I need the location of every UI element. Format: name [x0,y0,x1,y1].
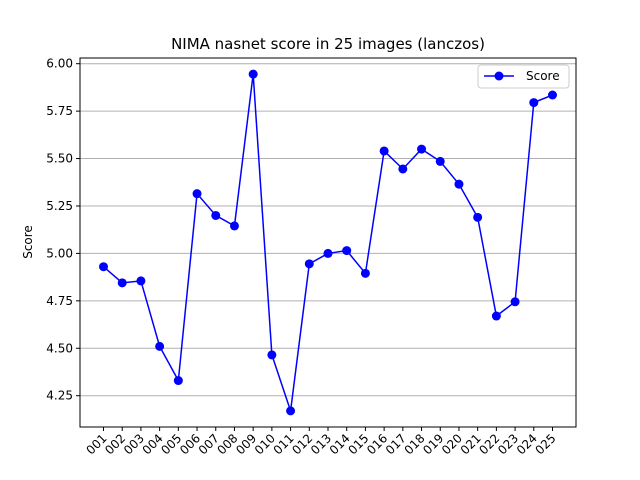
data-point [360,268,370,278]
data-point [473,212,483,222]
data-point [454,179,464,189]
data-point [99,262,108,272]
data-point [192,189,202,199]
y-tick-label: 5.00 [46,246,73,260]
data-point [286,406,296,416]
chart-title: NIMA nasnet score in 25 images (lanczos) [171,35,485,53]
series-layer [99,69,557,416]
data-point [267,350,277,360]
y-axis-ticks: 4.25 4.50 4.75 5.00 5.25 5.50 5.75 6.00 [46,57,80,403]
y-axis-label: Score [21,225,35,259]
y-tick-label: 5.50 [46,152,73,166]
legend-label: Score [526,69,560,83]
data-point [529,98,539,108]
y-tick-label: 5.25 [46,199,73,213]
data-point [548,90,557,100]
y-tick-label: 4.50 [46,341,73,355]
data-point [136,276,146,286]
data-point [323,248,333,258]
data-point [155,341,165,351]
y-tick-label: 4.75 [46,294,73,308]
data-point [435,156,445,166]
data-point [379,146,389,156]
data-point [173,376,183,386]
data-point [117,278,127,288]
data-point [510,297,520,307]
legend: Score [477,64,570,89]
data-point [398,164,408,174]
data-point [491,311,501,321]
data-point [248,69,258,79]
legend-box [477,64,570,89]
data-point [342,246,352,256]
legend-marker-swatch [494,71,504,81]
data-point [211,210,221,220]
y-tick-label: 6.00 [46,57,73,71]
data-point [304,259,314,269]
y-tick-label: 4.25 [46,389,73,403]
data-point [417,144,427,154]
data-point [229,221,239,231]
y-tick-label: 5.75 [46,104,73,118]
